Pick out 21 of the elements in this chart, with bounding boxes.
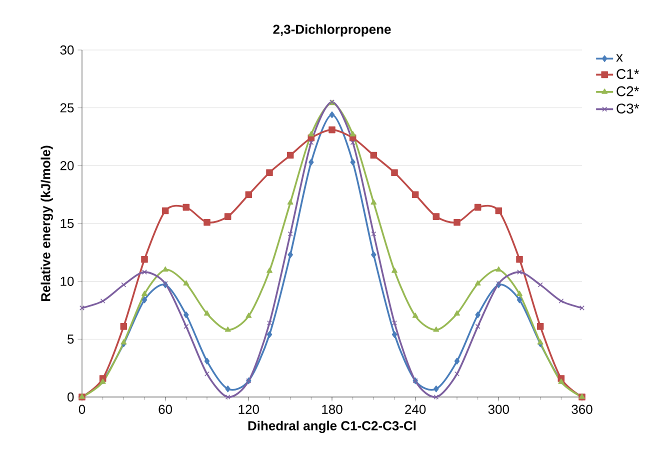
- x-axis-title: Dihedral angle C1-C2-C3-Cl: [248, 420, 416, 433]
- y-tick-label: 25: [60, 103, 74, 112]
- x-tick-label: 180: [322, 404, 342, 414]
- y-tick-label: 15: [60, 218, 74, 228]
- x-tick-label: 360: [572, 404, 592, 414]
- x-tick-label: 120: [238, 404, 259, 414]
- legend-label: x: [616, 54, 623, 62]
- y-tick-label: 20: [60, 161, 74, 170]
- x-tick-label: 300: [488, 404, 509, 414]
- y-tick-label: 0: [68, 392, 74, 402]
- y-tick-label: 5: [68, 334, 74, 344]
- chart-title: 2,3-Dichlorpropene: [273, 24, 391, 37]
- x-tick-label: 0: [78, 404, 86, 414]
- y-tick-label: 30: [60, 45, 74, 55]
- y-axis-title: Relative energy (kJ/mole): [40, 146, 53, 302]
- y-tick-label: 10: [60, 276, 74, 286]
- legend-label: C1*: [616, 69, 640, 79]
- x-tick-label: 60: [158, 404, 172, 414]
- legend-label: C3*: [616, 104, 640, 114]
- x-tick-label: 240: [405, 404, 426, 414]
- legend-label: C2*: [616, 86, 640, 96]
